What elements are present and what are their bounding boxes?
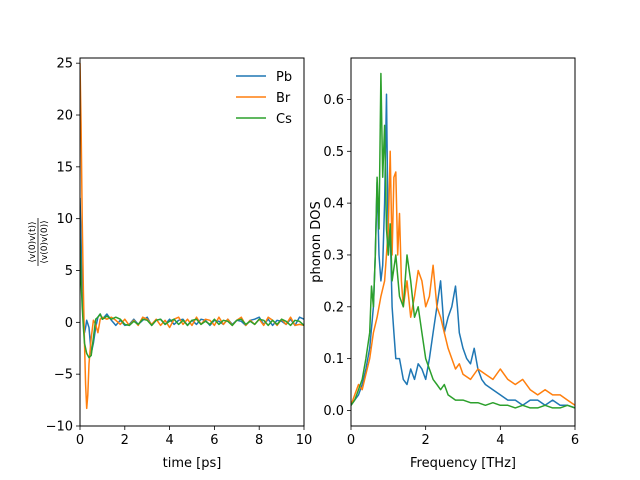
vacf-y-label: ⟨v(0)v(t)⟩ ⟨v(0)v(0)⟩ — [28, 218, 50, 266]
vacf-y-tick-label: 25 — [56, 57, 73, 72]
dos-y-tick-label: 0.2 — [323, 300, 344, 315]
dos-x-tick-label: 0 — [347, 433, 355, 448]
dos-x-tick-label: 6 — [571, 433, 579, 448]
dos-axes-frame — [350, 57, 576, 427]
vacf-y-label-denominator: ⟨v(0)v(0)⟩ — [40, 220, 50, 263]
dos-y-tick-label: 0.5 — [323, 145, 344, 160]
vacf-y-tick-label: 20 — [56, 109, 73, 124]
legend-label-pb: Pb — [276, 70, 292, 85]
dos-y-label: phonon DOS — [309, 201, 324, 283]
legend-label-cs: Cs — [276, 112, 292, 127]
dos-y-tick-label: 0.0 — [323, 404, 344, 419]
vacf-x-ticks: 0 2 4 6 8 10 — [76, 426, 312, 448]
dos-y-ticks: 0.0 0.1 0.2 0.3 0.4 0.5 0.6 — [323, 93, 351, 419]
dos-y-tick-label: 0.4 — [323, 197, 344, 212]
phonon-dos-plot: 0 2 4 6 0.0 0.1 0.2 0.3 0.4 0.5 0.6 Frequency [TH… — [309, 57, 579, 471]
vacf-y-ticks: −10 −5 0 5 10 15 20 25 — [46, 57, 80, 435]
vacf-y-tick-label: 5 — [65, 264, 73, 279]
vacf-x-tick-label: 4 — [165, 433, 173, 448]
dos-x-label: Frequency [THz] — [410, 456, 516, 471]
vacf-x-tick-label: 10 — [296, 433, 313, 448]
dos-x-ticks: 0 2 4 6 — [347, 426, 579, 448]
dos-x-tick-label: 4 — [496, 433, 504, 448]
vacf-y-tick-label: 0 — [65, 316, 73, 331]
vacf-x-tick-label: 6 — [210, 433, 218, 448]
vacf-series-br-line — [80, 63, 304, 410]
vacf-x-tick-label: 0 — [76, 433, 84, 448]
dos-lines — [351, 72, 575, 409]
vacf-y-tick-label: −10 — [46, 420, 73, 435]
vacf-y-label-numerator: ⟨v(0)v(t)⟩ — [28, 222, 38, 263]
dos-series-pb-line — [351, 93, 575, 409]
vacf-x-tick-label: 8 — [255, 433, 263, 448]
vacf-x-label: time [ps] — [163, 456, 222, 471]
vacf-y-tick-label: 10 — [56, 212, 73, 227]
dos-y-tick-label: 0.3 — [323, 248, 344, 263]
legend: Pb Br Cs — [236, 70, 292, 127]
vacf-x-tick-label: 2 — [121, 433, 129, 448]
dos-y-tick-label: 0.6 — [323, 93, 344, 108]
vacf-lines — [80, 63, 304, 410]
legend-label-br: Br — [276, 91, 291, 106]
dos-x-tick-label: 2 — [422, 433, 430, 448]
vacf-y-tick-label: 15 — [56, 160, 73, 175]
dos-series-cs-line — [351, 72, 575, 409]
vacf-axes-frame — [79, 57, 305, 427]
dos-series-br-line — [351, 150, 575, 406]
dos-y-tick-label: 0.1 — [323, 352, 344, 367]
vacf-y-tick-label: −5 — [54, 368, 73, 383]
vacf-plot: 0 2 4 6 8 10 −10 −5 0 5 10 15 20 25 time [ps] ⟨v(0)v… — [28, 57, 312, 471]
vacf-series-cs-line — [80, 239, 304, 359]
